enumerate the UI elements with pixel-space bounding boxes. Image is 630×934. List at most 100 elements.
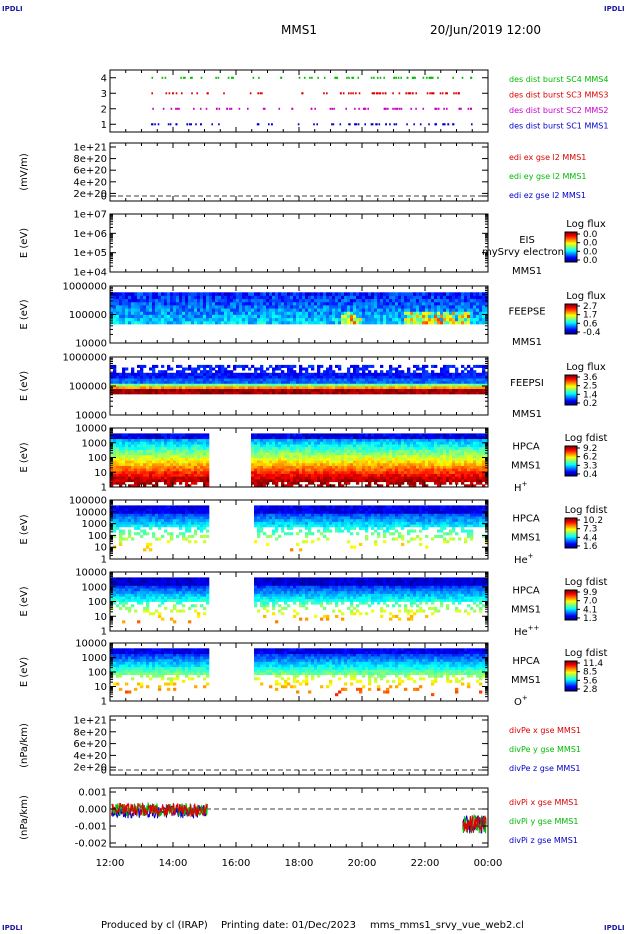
spectrogram-cell xyxy=(425,298,429,303)
spectrogram-cell xyxy=(215,292,219,296)
spectrogram-cell xyxy=(149,320,153,325)
spectrogram-cell xyxy=(269,314,273,319)
spectrogram-cell xyxy=(440,301,444,306)
spectrogram-cell xyxy=(287,367,291,371)
spectrogram-cell xyxy=(335,386,339,390)
spectrogram-cell xyxy=(278,470,282,474)
spectrogram-cell xyxy=(314,465,318,469)
spectrogram-cell xyxy=(110,308,114,312)
spectrogram-cell xyxy=(149,468,153,472)
burst-mark xyxy=(355,123,358,126)
spectrogram-cell xyxy=(305,380,309,384)
spectrogram-cell xyxy=(383,375,387,379)
spectrogram-cell xyxy=(215,308,219,312)
burst-mark xyxy=(207,92,209,95)
corner-label-top-left: IPDLI xyxy=(2,5,23,13)
spectrogram-cell xyxy=(419,446,423,450)
spectrogram-cell xyxy=(134,513,138,517)
spectrogram-cell xyxy=(284,465,288,469)
spectrogram-cell xyxy=(164,457,168,461)
spectrogram-cell xyxy=(206,481,210,485)
spectrogram-cell xyxy=(326,468,330,472)
spectrogram-cell xyxy=(341,484,345,488)
spectrogram-cell xyxy=(419,479,423,483)
spectrogram-cell xyxy=(377,462,381,466)
spectrogram-cell xyxy=(194,436,198,440)
spectrogram-cell xyxy=(137,446,141,450)
spectrogram-cell xyxy=(131,537,135,541)
spectrogram-cell xyxy=(323,311,327,315)
spectrogram-cell xyxy=(122,383,126,387)
spectrogram-cell xyxy=(146,518,150,522)
spectrogram-cell xyxy=(185,433,189,437)
spectrogram-cell xyxy=(446,479,450,483)
spectrogram-cell xyxy=(344,298,348,303)
spectrogram-cell xyxy=(362,462,366,466)
spectrogram-cell xyxy=(293,457,297,461)
spectrogram-cell xyxy=(155,380,159,384)
spectrogram-cell xyxy=(239,311,243,315)
spectrogram-cell xyxy=(122,308,126,312)
spectrogram-cell xyxy=(164,452,168,456)
spectrogram-cell xyxy=(329,476,333,480)
spectrogram-cell xyxy=(197,476,201,480)
spectrogram-cell xyxy=(134,308,138,312)
burst-mark xyxy=(354,107,356,110)
spectrogram-cell xyxy=(281,462,285,466)
spectrogram-cell xyxy=(272,454,276,458)
spectrogram-cell xyxy=(308,444,312,448)
spectrogram-cell xyxy=(272,292,276,296)
spectrogram-cell xyxy=(341,433,345,437)
spectrogram-cell xyxy=(272,320,276,325)
spectrogram-cell xyxy=(134,320,138,325)
spectrogram-cell xyxy=(422,465,426,469)
spectrogram-cell xyxy=(437,305,441,309)
spectrogram-cell xyxy=(389,457,393,461)
spectrogram-cell xyxy=(131,524,135,528)
spectrogram-cell xyxy=(197,292,201,296)
spectrogram-cell xyxy=(128,460,132,464)
spectrogram-cell xyxy=(266,367,270,371)
spectrogram-cell xyxy=(350,460,354,464)
spectrogram-cell xyxy=(479,375,483,379)
spectrogram-cell xyxy=(113,481,117,485)
spectrogram-cell xyxy=(470,314,474,319)
spectrogram-cell xyxy=(416,460,420,464)
spectrogram-cell xyxy=(482,452,486,456)
spectrogram-cell xyxy=(122,317,126,322)
spectrogram-cell xyxy=(422,454,426,458)
spectrogram-cell xyxy=(260,305,264,309)
spectrogram-cell xyxy=(461,449,465,453)
burst-mark xyxy=(226,107,228,110)
spectrogram-cell xyxy=(278,433,282,437)
spectrogram-cell xyxy=(128,314,132,319)
spectrogram-cell xyxy=(299,441,303,445)
spectrogram-cell xyxy=(317,454,321,458)
spectrogram-cell xyxy=(443,367,447,371)
spectrogram-cell xyxy=(170,305,174,309)
spectrogram-cell xyxy=(428,457,432,461)
burst-mark xyxy=(422,107,425,110)
spectrogram-cell xyxy=(257,468,261,472)
spectrogram-cell xyxy=(371,317,375,322)
spectrogram-cell xyxy=(272,305,276,309)
spectrogram-cell xyxy=(302,452,306,456)
spectrogram-cell xyxy=(386,479,390,483)
spectrogram-cell xyxy=(356,372,360,376)
spectrogram-cell xyxy=(146,298,150,303)
spectrogram-cell xyxy=(182,438,186,442)
legend-entry: des dist burst SC3 MMS3 xyxy=(509,91,608,100)
spectrogram-cell xyxy=(407,479,411,483)
spectrogram-cell xyxy=(137,465,141,469)
spectrogram-cell xyxy=(428,454,432,458)
spectrogram-cell xyxy=(281,370,285,374)
spectrogram-cell xyxy=(425,386,429,390)
spectrogram-cell xyxy=(350,444,354,448)
burst-mark xyxy=(231,76,233,79)
spectrogram-cell xyxy=(308,465,312,469)
spectrogram-cell xyxy=(227,292,231,296)
spectrogram-cell xyxy=(458,476,462,480)
spectrogram-cell xyxy=(473,476,477,480)
spectrogram-cell xyxy=(260,391,264,395)
spectrogram-cell xyxy=(425,436,429,440)
